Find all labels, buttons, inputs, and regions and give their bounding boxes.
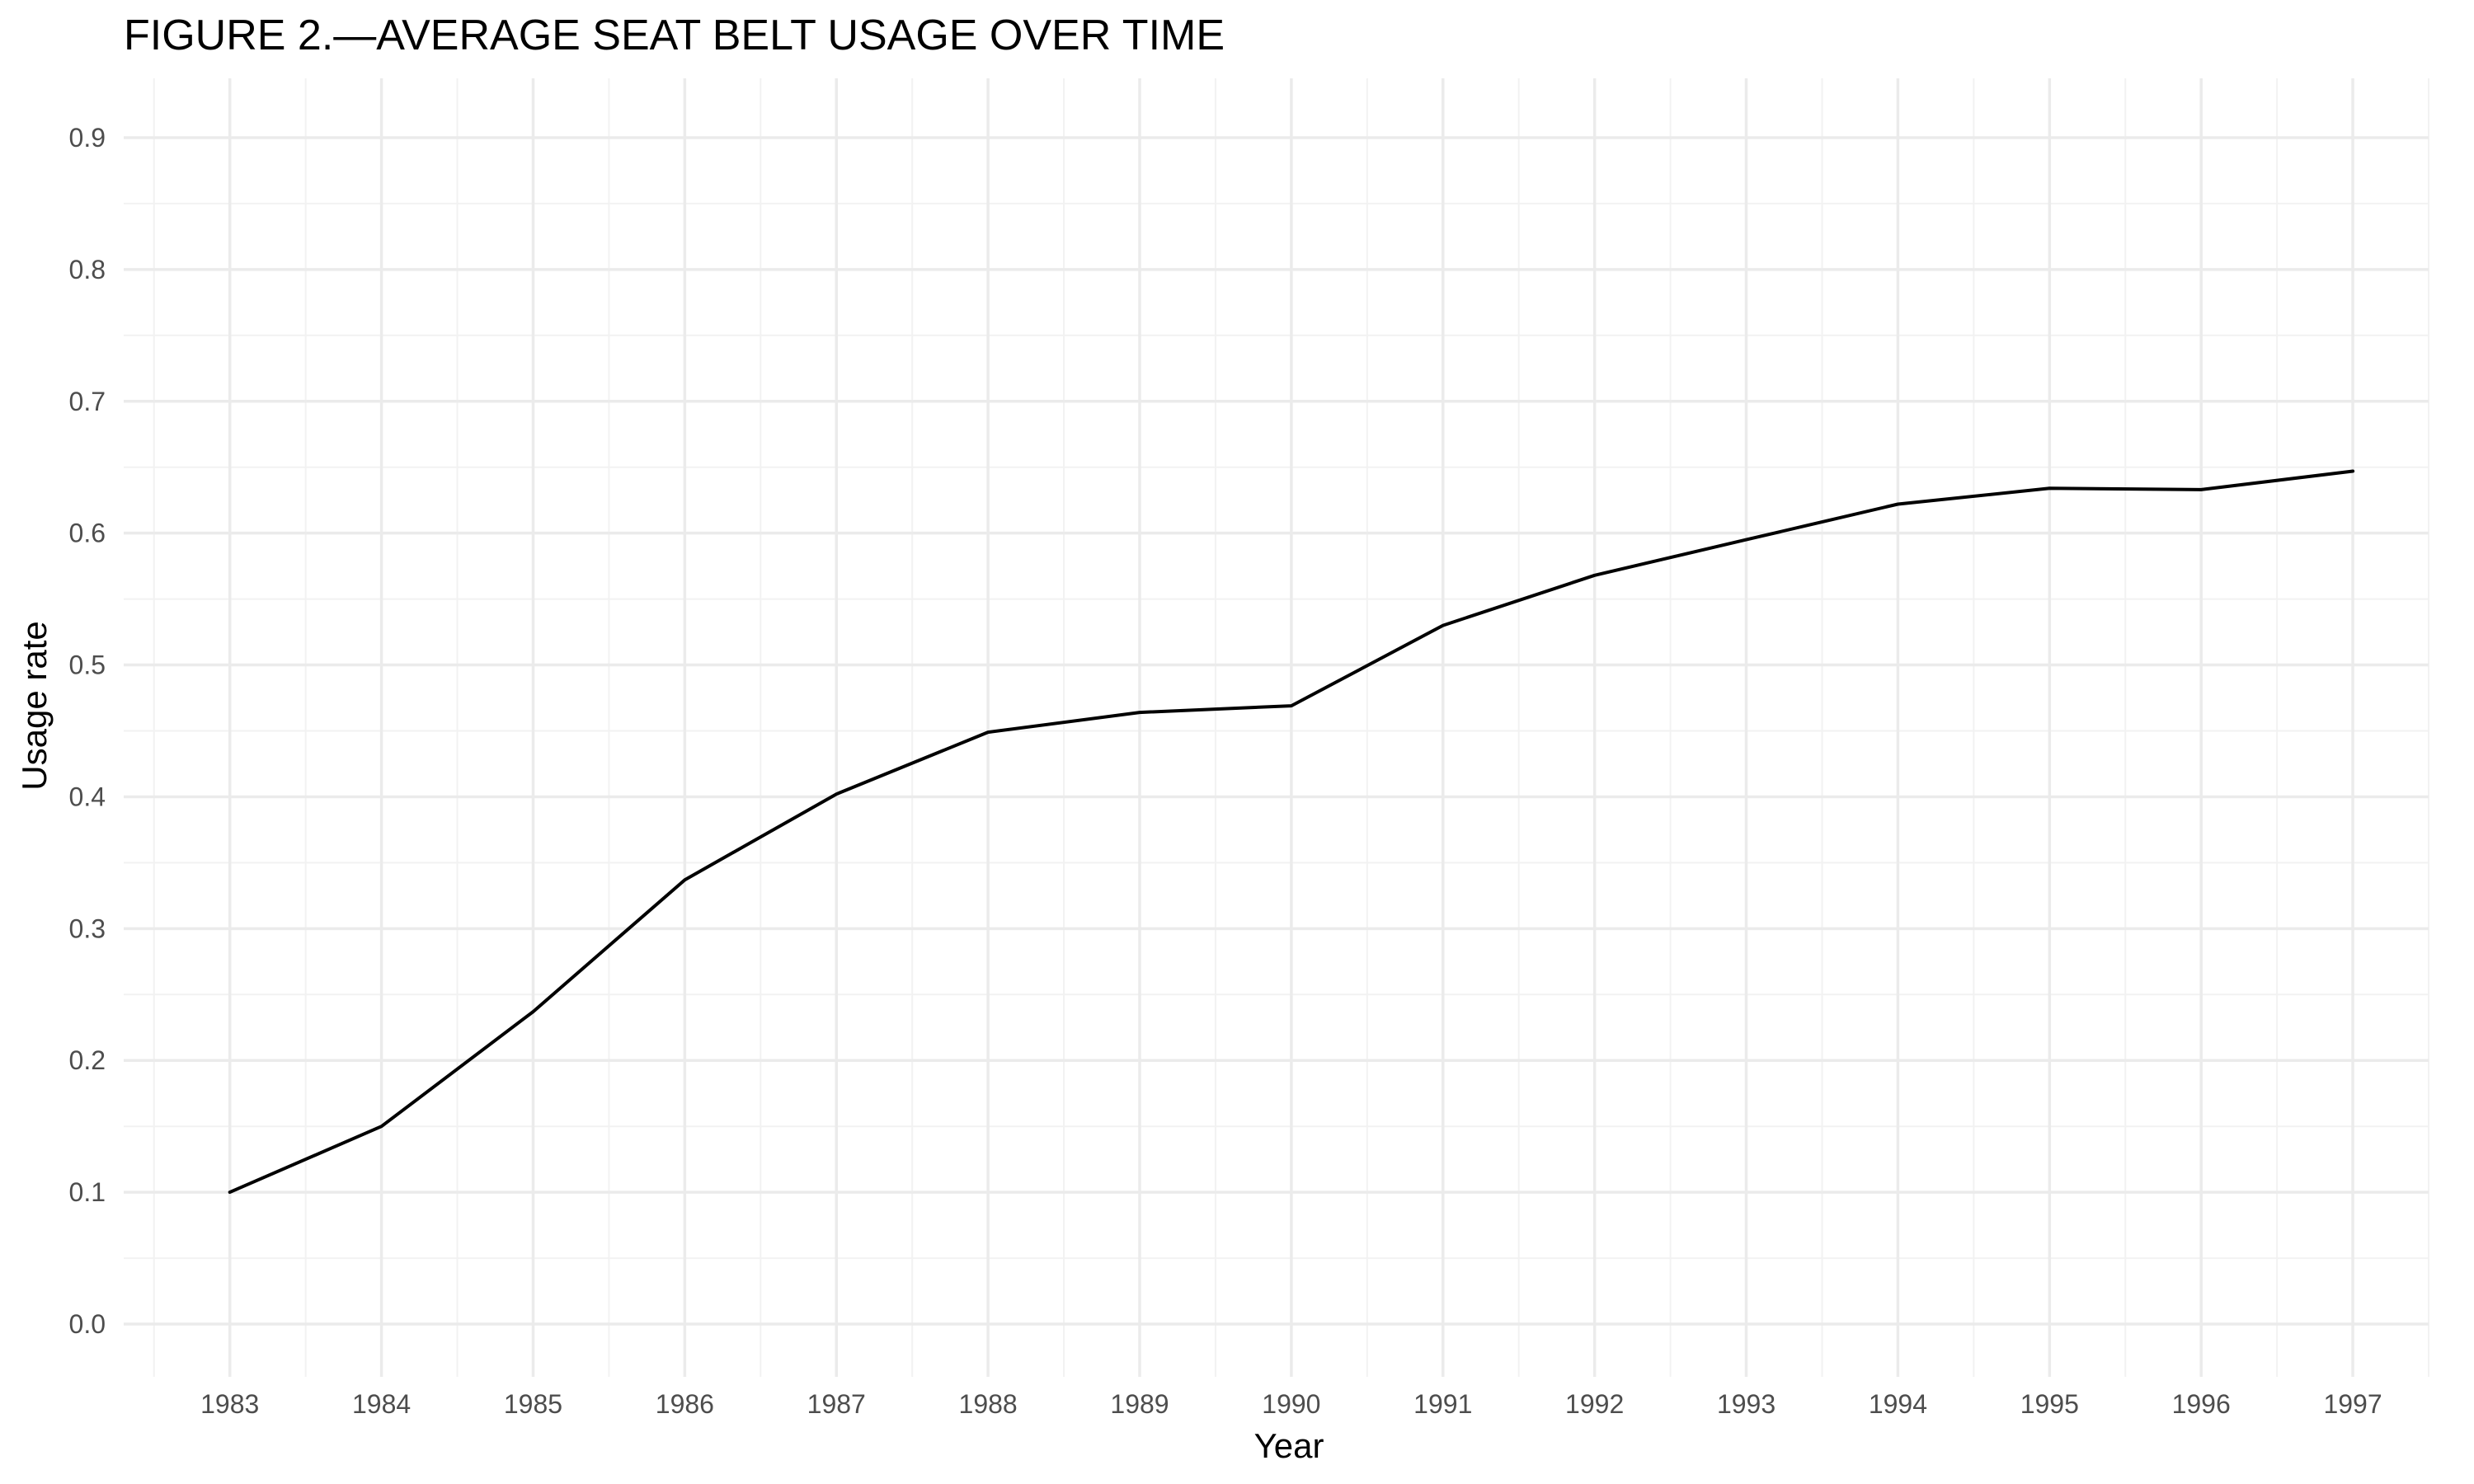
- x-tick-label: 1994: [1869, 1389, 1927, 1419]
- series-group: [228, 469, 2355, 1195]
- y-tick-label: 0.3: [69, 913, 106, 943]
- y-tick-label: 0.5: [69, 650, 106, 680]
- y-tick-label: 0.2: [69, 1045, 106, 1075]
- y-tick-label: 0.9: [69, 123, 106, 153]
- x-tick-label: 1984: [352, 1389, 411, 1419]
- y-tick-label: 0.8: [69, 255, 106, 284]
- series-line: [228, 469, 2355, 1195]
- major-gridlines: [124, 78, 2429, 1377]
- x-tick-label: 1992: [1565, 1389, 1624, 1419]
- x-tick-label: 1985: [504, 1389, 562, 1419]
- y-axis-title: Usage rate: [15, 621, 54, 790]
- x-tick-label: 1990: [1262, 1389, 1320, 1419]
- x-tick-label: 1983: [200, 1389, 259, 1419]
- y-axis-tick-labels: 0.0 0.1 0.2 0.3 0.4 0.5 0.6 0.7 0.8 0.9: [69, 123, 106, 1339]
- chart-title: FIGURE 2.—AVERAGE SEAT BELT USAGE OVER T…: [124, 12, 1225, 59]
- minor-gridlines: [124, 78, 2429, 1377]
- y-tick-label: 0.6: [69, 519, 106, 548]
- y-tick-label: 0.1: [69, 1177, 106, 1207]
- x-tick-label: 1987: [807, 1389, 866, 1419]
- x-tick-label: 1989: [1110, 1389, 1169, 1419]
- x-tick-label: 1995: [2020, 1389, 2079, 1419]
- y-tick-label: 0.0: [69, 1309, 106, 1339]
- x-tick-label: 1991: [1413, 1389, 1472, 1419]
- x-tick-label: 1988: [959, 1389, 1018, 1419]
- x-axis-tick-labels: 1983 1984 1985 1986 1987 1988 1989 1990 1991 1992…: [200, 1389, 2382, 1419]
- y-tick-label: 0.4: [69, 782, 106, 811]
- x-tick-label: 1986: [656, 1389, 714, 1419]
- x-axis-title: Year: [1254, 1426, 1324, 1465]
- x-tick-label: 1996: [2172, 1389, 2231, 1419]
- x-tick-label: 1993: [1717, 1389, 1776, 1419]
- y-tick-label: 0.7: [69, 387, 106, 416]
- x-tick-label: 1997: [2323, 1389, 2382, 1419]
